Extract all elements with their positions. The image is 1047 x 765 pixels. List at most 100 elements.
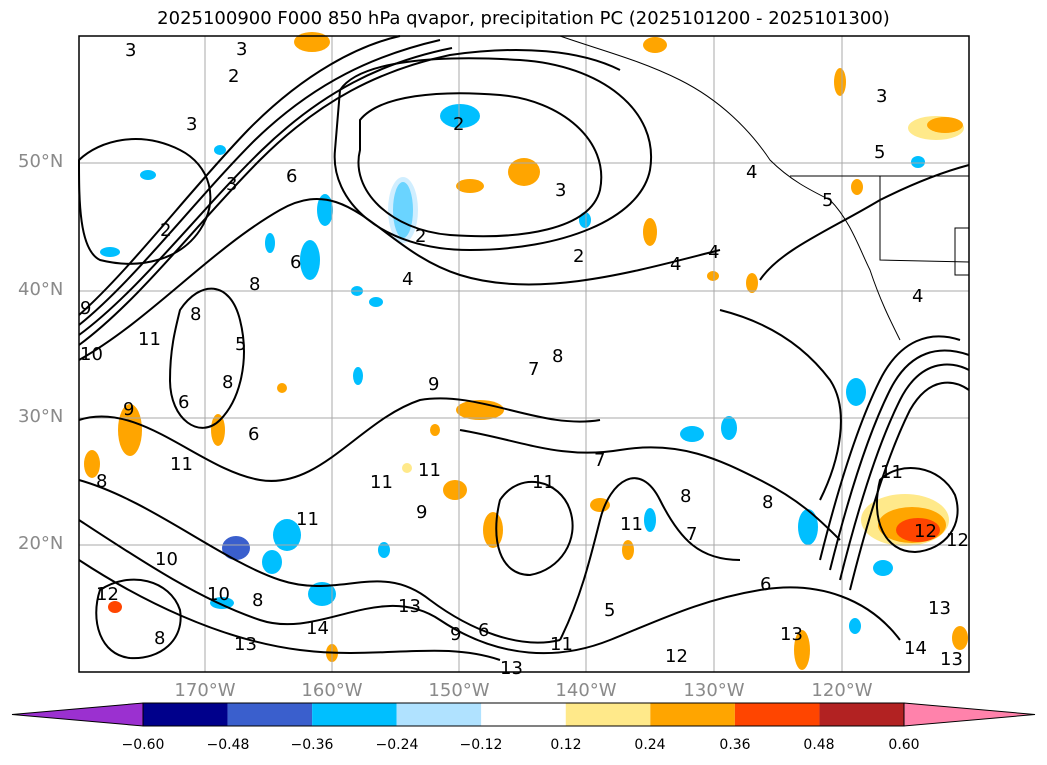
contour-label: 8 <box>680 486 691 507</box>
contour-label: 6 <box>178 392 189 413</box>
lon-label-140w: 140°W <box>555 680 617 701</box>
colorbar-tick: −0.60 <box>121 737 165 753</box>
contour-label: 11 <box>296 509 319 530</box>
colorbar-segment <box>396 703 482 726</box>
colorbar-extension-low <box>11 702 144 727</box>
colorbar-tick: −0.48 <box>206 737 250 753</box>
colorbar-outline <box>142 702 905 727</box>
contour-label: 14 <box>904 638 927 659</box>
contour-label: 3 <box>186 114 197 135</box>
contour-label: 7 <box>594 450 605 471</box>
graticule <box>79 36 969 672</box>
contour-label: 13 <box>500 658 523 679</box>
colorbar-extension-high <box>903 702 1036 727</box>
colorbar <box>11 702 1036 727</box>
contour-label: 13 <box>398 596 421 617</box>
colorbar-segment <box>143 703 228 726</box>
contour-label: 9 <box>80 298 91 319</box>
colorbar-segment <box>650 703 735 726</box>
colorbar-segment <box>481 703 566 726</box>
lat-label-20n: 20°N <box>18 533 64 554</box>
contour-label: 7 <box>686 524 697 545</box>
contour-label: 13 <box>234 634 257 655</box>
lat-label-30n: 30°N <box>18 406 64 427</box>
lat-label-40n: 40°N <box>18 279 64 300</box>
colorbar-tick: −0.36 <box>290 737 334 753</box>
contour-label: 2 <box>573 246 584 267</box>
colorbar-segments <box>11 702 1036 727</box>
colorbar-tick: 0.24 <box>634 737 666 753</box>
contour-label: 13 <box>780 624 803 645</box>
contour-label: 3 <box>125 40 136 61</box>
colorbar-tick: 0.60 <box>888 737 920 753</box>
contour-label: 8 <box>252 590 263 611</box>
contour-label: 11 <box>532 472 555 493</box>
contour-label: 9 <box>416 502 427 523</box>
contour-label: 4 <box>708 242 719 263</box>
contour-label: 5 <box>235 334 246 355</box>
contour-label: 3 <box>555 180 566 201</box>
contour-label: 2 <box>453 114 464 135</box>
contour-label: 8 <box>762 492 773 513</box>
contour-label: 11 <box>370 472 393 493</box>
contour-label: 5 <box>822 190 833 211</box>
contour-label: 8 <box>249 274 260 295</box>
contour-label: 11 <box>880 462 903 483</box>
contour-label: 6 <box>286 166 297 187</box>
colorbar-segment <box>312 703 397 726</box>
qvapor-contours <box>77 35 970 661</box>
contour-label: 6 <box>478 620 489 641</box>
contour-label: 6 <box>290 252 301 273</box>
contour-label: 3 <box>226 174 237 195</box>
contour-label: 11 <box>620 514 643 535</box>
contour-label: 5 <box>874 142 885 163</box>
contour-labels: 3 3 2 3 3 2 6 2 3 2 4 4 3 4 5 4 5 4 2 6 … <box>80 39 969 679</box>
contour-label: 10 <box>80 344 103 365</box>
lon-label-170w: 170°W <box>174 680 236 701</box>
contour-label: 4 <box>912 286 923 307</box>
colorbar-tick: 0.12 <box>550 737 582 753</box>
colorbar-tick: 0.36 <box>719 737 751 753</box>
plot-border <box>78 35 970 673</box>
contour-label: 9 <box>450 624 461 645</box>
contour-label: 12 <box>914 521 937 542</box>
contour-label: 4 <box>402 269 413 290</box>
map-title: 2025100900 F000 850 hPa qvapor, precipit… <box>157 8 890 29</box>
colorbar-tick: 0.48 <box>803 737 835 753</box>
contour-label: 9 <box>428 374 439 395</box>
lon-label-150w: 150°W <box>428 680 490 701</box>
contour-label: 13 <box>928 598 951 619</box>
contour-label: 3 <box>876 86 887 107</box>
colorbar-tick: −0.12 <box>459 737 503 753</box>
contour-label: 11 <box>170 454 193 475</box>
contour-label: 9 <box>123 399 134 420</box>
colorbar-segment <box>565 703 651 726</box>
colorbar-tick: −0.24 <box>375 737 419 753</box>
contour-label: 4 <box>670 254 681 275</box>
contour-label: 7 <box>528 359 539 380</box>
colorbar-segment <box>734 703 820 726</box>
contour-label: 8 <box>190 304 201 325</box>
contour-label: 12 <box>96 584 119 605</box>
contour-label: 4 <box>746 162 757 183</box>
colorbar-segment <box>819 703 904 726</box>
contour-label: 10 <box>155 549 178 570</box>
contour-label: 5 <box>604 600 615 621</box>
contour-label: 3 <box>236 39 247 60</box>
contour-label: 8 <box>222 372 233 393</box>
contour-label: 11 <box>138 329 161 350</box>
contour-label: 12 <box>665 646 688 667</box>
contour-label: 8 <box>154 628 165 649</box>
lon-label-120w: 120°W <box>811 680 873 701</box>
contour-label: 10 <box>207 584 230 605</box>
contour-label: 2 <box>160 220 171 241</box>
contour-label: 6 <box>248 424 259 445</box>
contour-label: 2 <box>415 226 426 247</box>
lat-label-50n: 50°N <box>18 151 64 172</box>
lon-label-160w: 160°W <box>301 680 363 701</box>
contour-label: 14 <box>306 618 329 639</box>
negative-precip-shading <box>100 104 925 634</box>
contour-label: 2 <box>228 66 239 87</box>
contour-label: 8 <box>96 471 107 492</box>
